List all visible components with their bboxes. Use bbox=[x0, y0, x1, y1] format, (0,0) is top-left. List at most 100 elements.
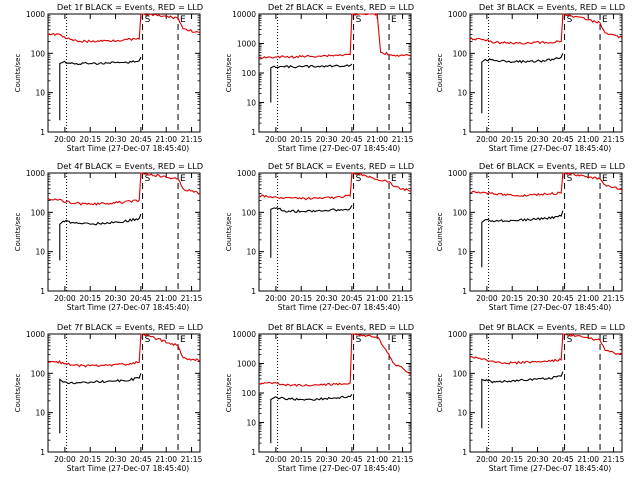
event-marker-label: E bbox=[180, 335, 186, 345]
x-tick-label: 20:30 bbox=[527, 294, 549, 303]
y-tick-label: 1 bbox=[251, 287, 256, 296]
plot-frame bbox=[258, 172, 412, 292]
series-line-events bbox=[270, 63, 353, 103]
series-line-lld bbox=[469, 333, 623, 365]
x-tick-label: 20:00 bbox=[54, 135, 76, 144]
x-tick-label: 20:00 bbox=[265, 455, 287, 464]
plot-frame bbox=[258, 13, 412, 133]
plot-frame bbox=[47, 333, 201, 453]
y-tick-label: 10 bbox=[246, 99, 256, 108]
x-tick-label: 20:00 bbox=[265, 135, 287, 144]
y-tick-label: 1000 bbox=[237, 169, 256, 178]
chart-title: Det 3f BLACK = Events, RED = LLD bbox=[479, 2, 625, 12]
x-tick-label: 20:00 bbox=[476, 455, 498, 464]
x-tick-label: 21:15 bbox=[181, 135, 203, 144]
chart-title: Det 6f BLACK = Events, RED = LLD bbox=[479, 161, 625, 171]
chart-panel-6: Det 6f BLACK = Events, RED = LLD 1 10 100 10… bbox=[436, 161, 625, 312]
event-marker-label: E bbox=[602, 15, 608, 25]
y-tick-label: 1000 bbox=[448, 10, 467, 19]
x-tick-label: 21:15 bbox=[392, 135, 414, 144]
x-tick-label: 20:15 bbox=[290, 294, 312, 303]
x-tick-label: 20:45 bbox=[341, 455, 363, 464]
event-marker-label: E bbox=[180, 174, 186, 184]
series-line-events bbox=[481, 371, 564, 429]
x-tick-label: 20:45 bbox=[341, 135, 363, 144]
series-line-events bbox=[59, 56, 142, 121]
x-axis-label: Start Time (27-Dec-07 18:45:40) bbox=[489, 464, 611, 473]
y-tick-label: 10 bbox=[246, 248, 256, 257]
y-tick-label: 1 bbox=[40, 448, 45, 457]
y-tick-label: 10 bbox=[35, 89, 45, 98]
y-tick-label: 100 bbox=[31, 49, 46, 58]
y-tick-label: 100 bbox=[31, 369, 46, 378]
series-line-events bbox=[270, 393, 353, 444]
chart-panel-7: Det 7f BLACK = Events, RED = LLD 1 10 100 10… bbox=[14, 322, 203, 473]
x-tick-label: 21:15 bbox=[392, 455, 414, 464]
y-tick-label: 1 bbox=[40, 287, 45, 296]
x-tick-label: 20:15 bbox=[501, 135, 523, 144]
x-tick-label: 20:45 bbox=[130, 455, 152, 464]
event-marker-label: E bbox=[602, 174, 608, 184]
plot-frame bbox=[469, 13, 623, 133]
y-tick-label: 1000 bbox=[237, 40, 256, 49]
x-tick-label: 21:15 bbox=[392, 294, 414, 303]
y-tick-label: 10 bbox=[35, 409, 45, 418]
event-marker-label: E bbox=[391, 335, 397, 345]
y-axis-label: Counts/sec bbox=[436, 374, 444, 413]
y-axis-label: Counts/sec bbox=[225, 374, 233, 413]
series-line-lld bbox=[47, 172, 201, 206]
x-tick-label: 21:00 bbox=[155, 455, 177, 464]
y-tick-label: 10000 bbox=[232, 330, 256, 339]
event-marker-label: S bbox=[567, 15, 573, 25]
x-tick-label: 20:00 bbox=[54, 294, 76, 303]
event-marker-label: E bbox=[602, 335, 608, 345]
x-axis-label: Start Time (27-Dec-07 18:45:40) bbox=[67, 303, 189, 312]
y-tick-label: 100 bbox=[453, 208, 468, 217]
chart-panel-8: Det 8f BLACK = Events, RED = LLD 1 10 100 10… bbox=[225, 322, 414, 473]
series-line-lld bbox=[469, 172, 623, 198]
x-tick-label: 20:30 bbox=[316, 455, 338, 464]
y-axis-label: Counts/sec bbox=[436, 54, 444, 93]
plot-frame bbox=[258, 333, 412, 453]
y-tick-label: 10 bbox=[246, 419, 256, 428]
plot-frame bbox=[469, 333, 623, 453]
x-axis-label: Start Time (27-Dec-07 18:45:40) bbox=[278, 464, 400, 473]
x-axis-label: Start Time (27-Dec-07 18:45:40) bbox=[67, 144, 189, 153]
y-tick-label: 1 bbox=[462, 287, 467, 296]
event-marker-label: S bbox=[567, 174, 573, 184]
y-tick-label: 100 bbox=[242, 208, 257, 217]
chart-title: Det 9f BLACK = Events, RED = LLD bbox=[479, 322, 625, 332]
chart-title: Det 2f BLACK = Events, RED = LLD bbox=[268, 2, 414, 12]
x-axis-label: Start Time (27-Dec-07 18:45:40) bbox=[67, 464, 189, 473]
x-tick-label: 20:30 bbox=[316, 294, 338, 303]
event-marker-label: S bbox=[145, 335, 151, 345]
x-tick-label: 20:45 bbox=[552, 135, 574, 144]
x-tick-label: 21:00 bbox=[577, 294, 599, 303]
series-line-lld bbox=[258, 172, 412, 201]
x-tick-label: 20:30 bbox=[316, 135, 338, 144]
x-axis-label: Start Time (27-Dec-07 18:45:40) bbox=[489, 303, 611, 312]
x-tick-label: 20:45 bbox=[130, 135, 152, 144]
y-axis-label: Counts/sec bbox=[436, 213, 444, 252]
y-tick-label: 10 bbox=[457, 248, 467, 257]
chart-panel-1: Det 1f BLACK = Events, RED = LLD 1 10 100 10… bbox=[14, 2, 203, 153]
x-tick-label: 20:00 bbox=[476, 135, 498, 144]
y-axis-label: Counts/sec bbox=[14, 374, 22, 413]
event-marker-label: E bbox=[391, 174, 397, 184]
chart-panel-3: Det 3f BLACK = Events, RED = LLD 1 10 100 10… bbox=[436, 2, 625, 153]
y-tick-label: 10 bbox=[457, 89, 467, 98]
x-tick-label: 20:00 bbox=[54, 455, 76, 464]
x-tick-label: 20:30 bbox=[105, 294, 127, 303]
y-axis-label: Counts/sec bbox=[14, 213, 22, 252]
event-marker-label: S bbox=[145, 15, 151, 25]
plot-frame bbox=[47, 13, 201, 133]
chart-title: Det 4f BLACK = Events, RED = LLD bbox=[57, 161, 203, 171]
x-tick-label: 21:00 bbox=[577, 455, 599, 464]
chart-panel-4: Det 4f BLACK = Events, RED = LLD 1 10 100 10… bbox=[14, 161, 203, 312]
plot-frame bbox=[469, 172, 623, 292]
chart-title: Det 1f BLACK = Events, RED = LLD bbox=[57, 2, 203, 12]
y-tick-label: 1 bbox=[40, 128, 45, 137]
event-marker-label: S bbox=[567, 335, 573, 345]
series-line-events bbox=[59, 213, 142, 261]
